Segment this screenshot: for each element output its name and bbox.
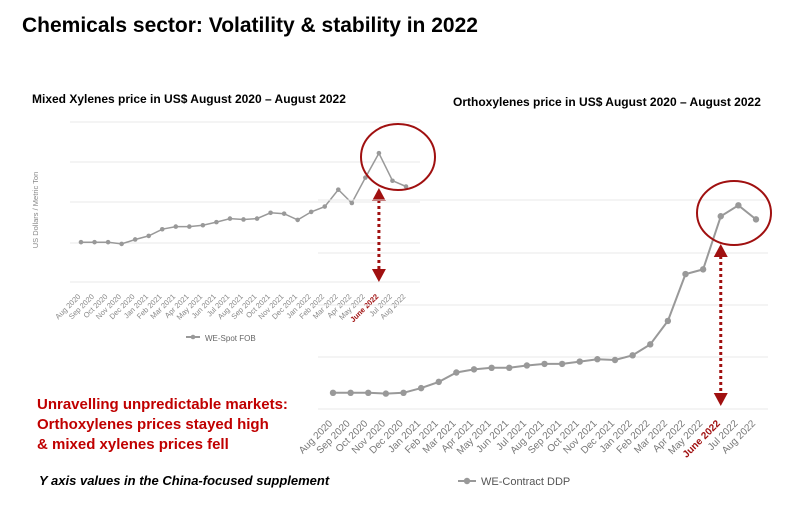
data-point <box>752 216 760 223</box>
data-point <box>268 210 273 216</box>
data-point <box>200 222 206 228</box>
data-point <box>119 241 124 247</box>
data-point <box>558 360 566 368</box>
data-point <box>453 369 460 376</box>
data-point <box>349 200 355 206</box>
data-point <box>488 364 495 372</box>
data-point <box>78 239 84 245</box>
arrowhead-down <box>371 269 386 282</box>
page-title: Chemicals sector: Volatility & stability… <box>22 14 478 37</box>
data-point <box>541 360 548 368</box>
data-point <box>735 202 742 209</box>
data-point <box>322 204 328 209</box>
data-point <box>417 384 425 392</box>
arrowhead-up <box>371 188 386 201</box>
data-point <box>717 213 724 220</box>
data-point <box>146 233 152 239</box>
data-point <box>594 356 601 363</box>
data-point <box>435 378 442 386</box>
data-point <box>400 389 407 397</box>
data-point <box>365 389 372 397</box>
data-point <box>682 270 689 278</box>
note-line-2: Orthoxylenes prices stayed high <box>37 416 269 433</box>
footnote: Y axis values in the China-focused suppl… <box>39 473 330 488</box>
data-point <box>254 216 260 221</box>
legend-label: WE-Contract DDP <box>481 476 570 488</box>
data-point <box>611 356 619 364</box>
data-point <box>376 150 382 156</box>
data-point <box>576 358 583 365</box>
data-point <box>523 362 531 369</box>
data-point <box>329 389 337 397</box>
data-point <box>664 317 672 325</box>
data-point <box>335 187 341 192</box>
data-point <box>347 389 354 397</box>
data-point <box>506 364 513 372</box>
y-axis-label: US Dollars / Metric Ton <box>31 172 40 249</box>
highlight-circle <box>360 123 436 191</box>
data-point <box>173 224 179 229</box>
note-line-3: & mixed xylenes prices fell <box>37 436 229 453</box>
arrowhead-down <box>713 393 728 406</box>
data-point <box>647 341 654 348</box>
data-point <box>470 366 478 373</box>
series-line-0 <box>81 151 407 245</box>
data-point <box>308 209 314 215</box>
highlight-circle <box>696 180 772 246</box>
data-point <box>281 211 287 216</box>
data-point <box>132 237 138 242</box>
data-point <box>105 239 111 245</box>
data-point <box>295 217 300 223</box>
data-point <box>403 184 409 189</box>
legend-swatch-dot <box>190 334 196 340</box>
arrowhead-up <box>713 244 728 257</box>
data-point <box>390 178 395 184</box>
data-point <box>227 216 233 221</box>
data-point <box>629 352 636 359</box>
note-line-1: Unravelling unpredictable markets: <box>37 396 288 413</box>
data-point <box>382 390 390 397</box>
data-point <box>214 219 219 225</box>
mixed-xylenes-chart-title: Mixed Xylenes price in US$ August 2020 –… <box>32 92 346 106</box>
orthoxylenes-chart-title: Orthoxylenes price in US$ August 2020 – … <box>453 95 761 109</box>
data-point <box>187 224 192 229</box>
legend-label: WE-Spot FOB <box>205 334 256 343</box>
legend-swatch-dot <box>463 477 471 485</box>
data-point <box>159 226 165 232</box>
data-point <box>241 217 246 222</box>
data-point <box>92 239 97 245</box>
data-point <box>699 266 707 273</box>
data-point <box>363 175 368 180</box>
